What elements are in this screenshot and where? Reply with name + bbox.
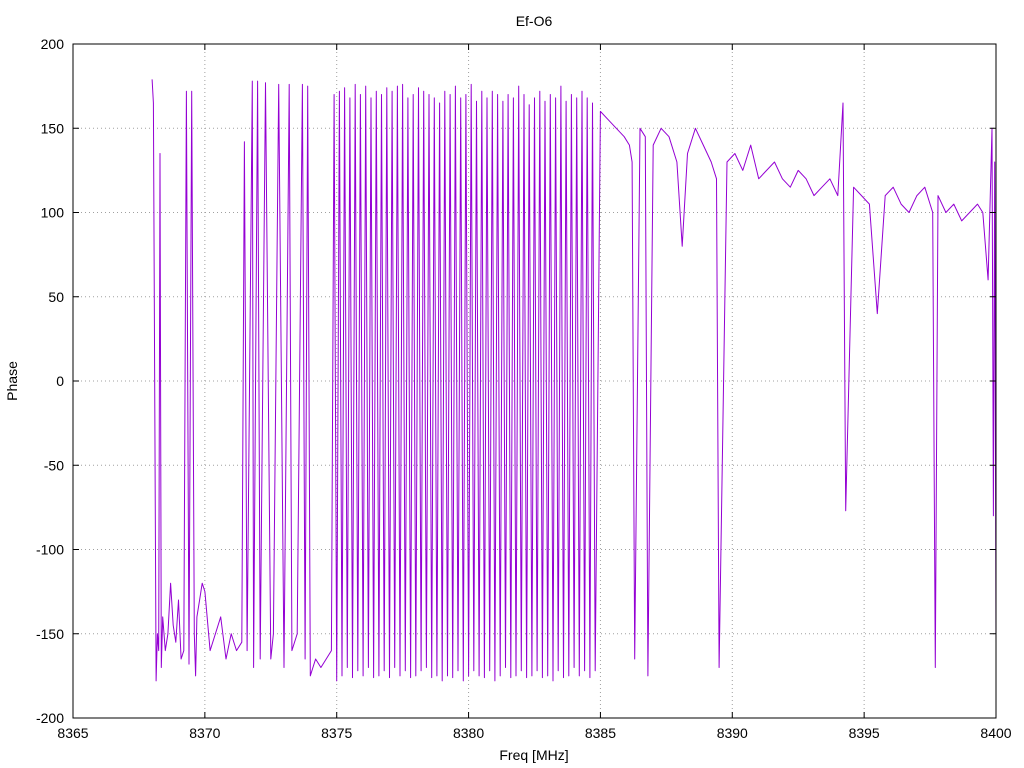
x-tick-label: 8365 bbox=[57, 725, 88, 741]
y-tick-label: 0 bbox=[56, 373, 64, 389]
x-tick-label: 8385 bbox=[585, 725, 616, 741]
x-tick-label: 8390 bbox=[717, 725, 748, 741]
axis-ticks: 8365 8370 8375 8380 8385 8390 8395 8400 -200 -150… bbox=[36, 36, 1012, 741]
x-tick-label: 8400 bbox=[980, 725, 1011, 741]
y-axis-label: Phase bbox=[4, 361, 20, 401]
y-tick-label: -100 bbox=[36, 542, 64, 558]
y-tick-label: -200 bbox=[36, 710, 64, 726]
y-tick-label: 50 bbox=[48, 289, 64, 305]
chart-title: Ef-O6 bbox=[516, 13, 553, 29]
x-tick-label: 8375 bbox=[321, 725, 352, 741]
y-tick-label: 100 bbox=[41, 205, 65, 221]
x-axis-label: Freq [MHz] bbox=[499, 747, 568, 763]
x-tick-label: 8395 bbox=[849, 725, 880, 741]
y-tick-label: -50 bbox=[44, 457, 64, 473]
x-tick-label: 8380 bbox=[453, 725, 484, 741]
y-tick-label: -150 bbox=[36, 626, 64, 642]
phase-series-line bbox=[151, 79, 997, 682]
x-tick-label: 8370 bbox=[189, 725, 220, 741]
y-tick-label: 150 bbox=[41, 120, 65, 136]
series-layer bbox=[151, 79, 997, 682]
y-tick-label: 200 bbox=[41, 36, 65, 52]
